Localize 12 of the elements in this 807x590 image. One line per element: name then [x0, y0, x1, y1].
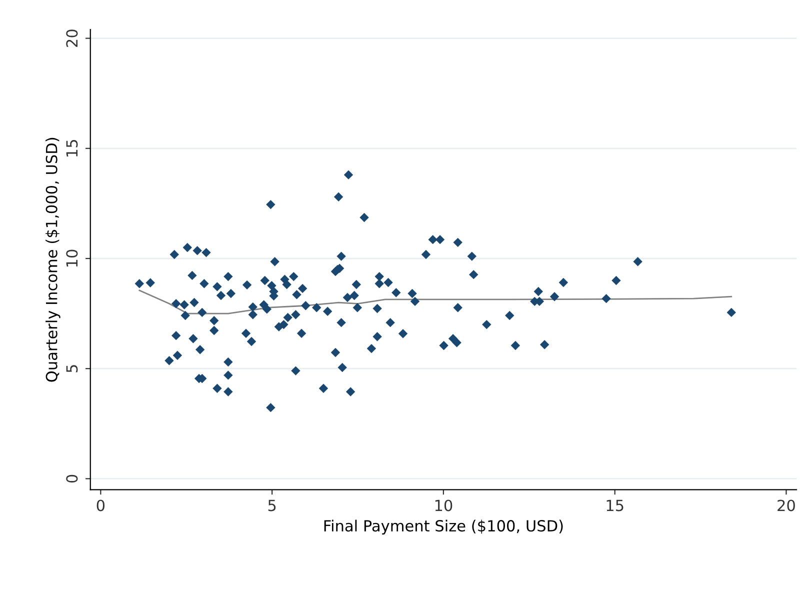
y-tick-label: 0 [66, 474, 78, 483]
y-tick-label: 15 [66, 140, 78, 156]
x-tick-label: 10 [435, 500, 452, 512]
x-tick-label: 20 [778, 500, 795, 512]
y-tick-label: 5 [66, 365, 78, 372]
x-tick-label: 15 [606, 500, 624, 512]
x-axis-title: Final Payment Size ($100, USD) [324, 520, 563, 535]
x-tick-label: 5 [268, 500, 276, 512]
y-tick-label: 20 [66, 30, 78, 47]
x-tick-label: 0 [96, 500, 105, 512]
y-tick-label: 10 [66, 250, 78, 267]
y-axis-title: Quarterly Income ($1,000, USD) [46, 138, 60, 382]
